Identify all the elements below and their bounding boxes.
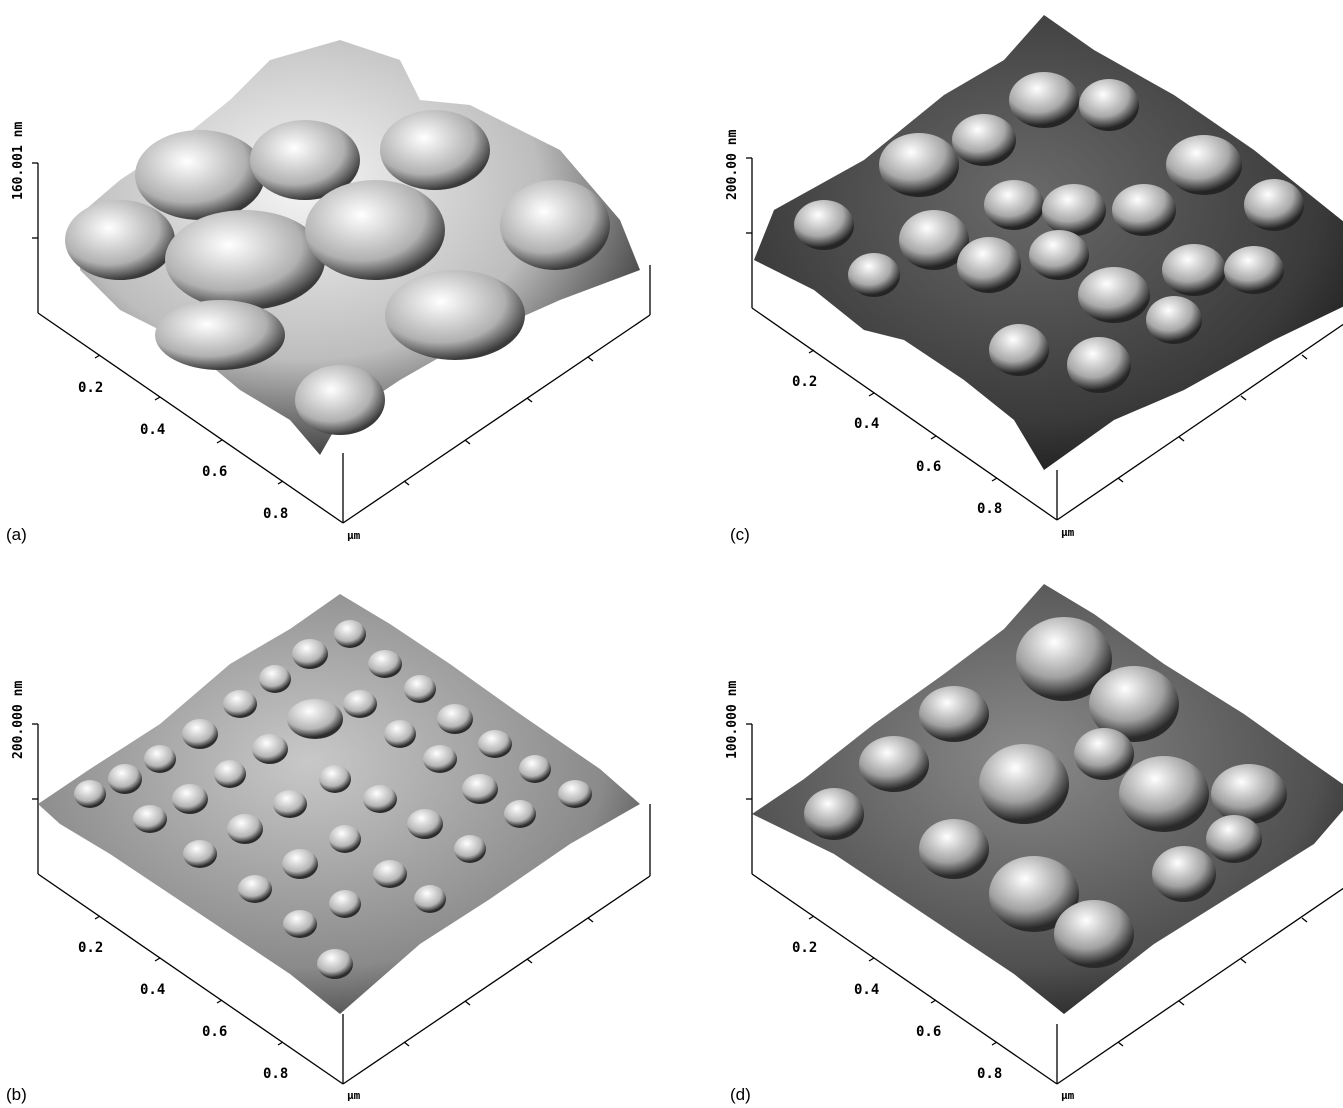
panel-label-a: (a) — [6, 525, 27, 544]
afm-surface-c-figure: 200.00 nm 0.2 0.4 0.6 0.8 µm (c) — [725, 15, 1343, 544]
tick-d-0.6: 0.6 — [916, 1024, 941, 1040]
tick-b-0.6: 0.6 — [202, 1024, 227, 1040]
tick-a-0.6: 0.6 — [202, 464, 227, 480]
tick-b-0.8: 0.8 — [263, 1066, 288, 1082]
z-label-c: 200.00 nm — [725, 129, 740, 200]
afm-panel-d: 100.000 nm 0.2 0.4 0.6 0.8 µm (d) — [700, 554, 1343, 1108]
z-label-b: 200.000 nm — [11, 681, 26, 759]
grains-d — [804, 617, 1287, 968]
tick-b-0.4: 0.4 — [140, 982, 165, 998]
afm-surface-b-figure: 200.000 nm 0.2 0.4 0.6 0.8 µm (b) — [6, 594, 651, 1104]
grains-b — [74, 620, 592, 979]
tick-c-0.6: 0.6 — [916, 459, 941, 475]
tick-a-0.2: 0.2 — [78, 380, 103, 396]
tick-c-0.2: 0.2 — [792, 374, 817, 390]
grains-a — [65, 110, 610, 435]
panel-label-c: (c) — [730, 525, 750, 544]
afm-panel-c: 200.00 nm 0.2 0.4 0.6 0.8 µm (c) — [700, 0, 1343, 554]
grains-c — [794, 72, 1304, 393]
tick-d-0.8: 0.8 — [977, 1066, 1002, 1082]
tick-d-0.4: 0.4 — [854, 982, 879, 998]
afm-surface-d-figure: 100.000 nm 0.2 0.4 0.6 0.8 µm (d) — [725, 584, 1343, 1104]
afm-surface-a-figure: 160.001 nm 0.2 0.4 0.6 0.8 µm (a) — [6, 40, 651, 544]
unit-c: µm — [1061, 526, 1075, 539]
panel-label-d: (d) — [730, 1085, 751, 1104]
panel-label-b: (b) — [6, 1085, 27, 1104]
tick-c-0.8: 0.8 — [977, 501, 1002, 517]
unit-b: µm — [347, 1089, 361, 1102]
tick-a-0.4: 0.4 — [140, 422, 165, 438]
z-label-a: 160.001 nm — [11, 122, 26, 200]
axes-c — [746, 157, 1343, 521]
afm-panel-a: 160.001 nm 0.2 0.4 0.6 0.8 µm (a) — [0, 0, 671, 554]
tick-c-0.4: 0.4 — [854, 416, 879, 432]
unit-a: µm — [347, 529, 361, 542]
tick-b-0.2: 0.2 — [78, 940, 103, 956]
tick-d-0.2: 0.2 — [792, 940, 817, 956]
surface-b — [38, 594, 640, 1014]
axes-b — [32, 723, 651, 1085]
axes-a — [32, 162, 651, 524]
axes-d — [746, 723, 1343, 1085]
unit-d: µm — [1061, 1089, 1075, 1102]
afm-panel-b: 200.000 nm 0.2 0.4 0.6 0.8 µm (b) — [0, 554, 671, 1108]
z-label-d: 100.000 nm — [725, 681, 740, 759]
tick-a-0.8: 0.8 — [263, 506, 288, 522]
